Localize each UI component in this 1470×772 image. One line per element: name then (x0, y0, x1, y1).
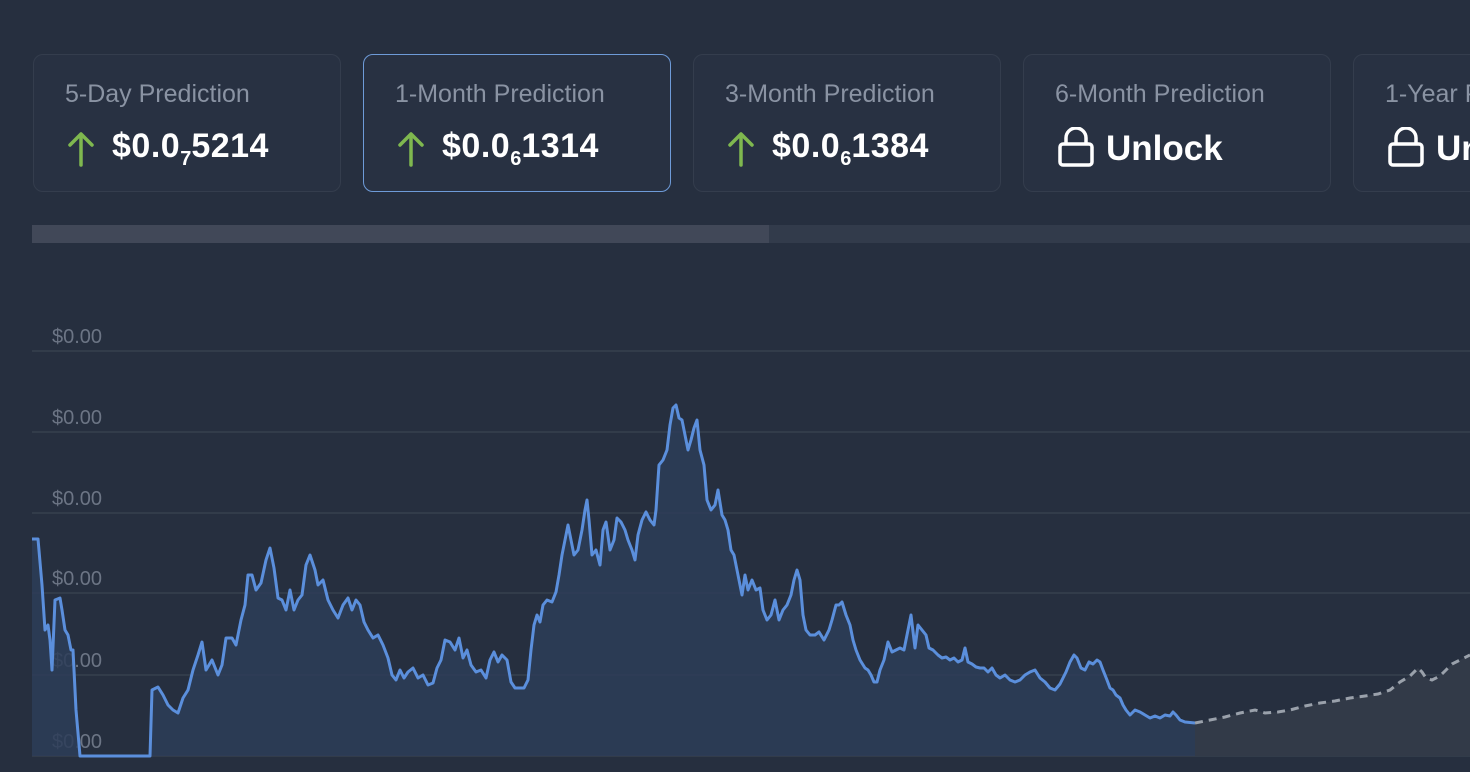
unlock-label: Unlock (1106, 129, 1223, 168)
prediction-card-3-month[interactable]: 3-Month Prediction $0.061384 (693, 54, 1001, 192)
prediction-value: $0.075214 (112, 127, 269, 170)
arrow-up-icon (728, 131, 754, 167)
card-value: $0.061384 (728, 127, 929, 171)
forecast-area (1195, 655, 1470, 756)
prediction-card-1-year[interactable]: 1-Year Prediction Unlock (1353, 54, 1470, 192)
scrollbar-thumb[interactable] (32, 225, 769, 243)
lock-icon (1388, 125, 1424, 172)
arrow-up-icon (398, 131, 424, 167)
arrow-up-icon (68, 131, 94, 167)
prediction-value: $0.061384 (772, 127, 929, 170)
prediction-card-1-month[interactable]: 1-Month Prediction $0.061314 (363, 54, 671, 192)
prediction-cards: 5-Day Prediction $0.075214 1-Month Predi… (0, 0, 1470, 200)
cards-scrollbar[interactable] (32, 225, 1470, 243)
card-label: 1-Year Prediction (1385, 80, 1470, 108)
card-value: Unlock (1388, 125, 1470, 172)
lock-icon (1058, 125, 1094, 172)
card-value: $0.075214 (68, 127, 269, 171)
unlock-label: Unlock (1436, 129, 1470, 168)
y-tick-label: $0.00 (52, 326, 102, 348)
card-label: 6-Month Prediction (1055, 80, 1265, 108)
card-value: $0.061314 (398, 127, 599, 171)
card-label: 3-Month Prediction (725, 80, 935, 108)
y-tick-label: $0.00 (52, 568, 102, 590)
forecast-line (1194, 653, 1470, 725)
y-tick-label: $0.00 (52, 488, 102, 510)
prediction-value: $0.061314 (442, 127, 599, 170)
price-area (32, 405, 1195, 756)
y-tick-label: $0.00 (52, 407, 102, 429)
card-label: 5-Day Prediction (65, 80, 250, 108)
card-label: 1-Month Prediction (395, 80, 605, 108)
prediction-card-5-day[interactable]: 5-Day Prediction $0.075214 (33, 54, 341, 192)
price-line (32, 403, 1196, 758)
prediction-card-6-month[interactable]: 6-Month Prediction Unlock (1023, 54, 1331, 192)
price-chart: $0.00$0.00$0.00$0.00$0.00$0.00 (32, 326, 1470, 758)
card-value: Unlock (1058, 125, 1223, 172)
